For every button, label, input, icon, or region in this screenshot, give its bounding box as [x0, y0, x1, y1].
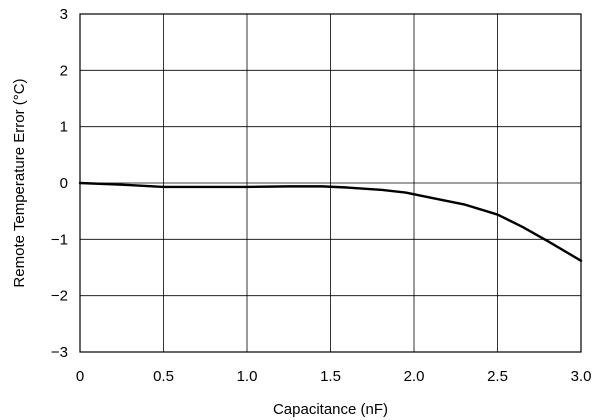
x-axis-label: Capacitance (nF) [273, 401, 388, 418]
x-tick-label: 0 [76, 368, 84, 385]
y-tick-label: 1 [60, 119, 68, 136]
y-tick-label: −2 [51, 288, 68, 305]
x-tick-label: 1.0 [237, 368, 258, 385]
x-tick-label: 3.0 [571, 368, 592, 385]
x-tick-label: 0.5 [153, 368, 174, 385]
x-axis-tick-labels: 0 0.5 1.0 1.5 2.0 2.5 3.0 [76, 368, 592, 385]
y-tick-label: 3 [60, 6, 68, 23]
y-axis-label: Remote Temperature Error (°C) [11, 78, 28, 287]
x-tick-label: 1.5 [320, 368, 341, 385]
series-line [78, 181, 583, 262]
y-tick-label: 2 [60, 62, 68, 79]
y-tick-label: 0 [60, 175, 68, 192]
x-tick-label: 2.0 [404, 368, 425, 385]
series-layer [78, 181, 583, 262]
y-tick-label: −1 [51, 231, 68, 248]
x-tick-label: 2.5 [487, 368, 508, 385]
y-tick-label: −3 [51, 344, 68, 361]
y-axis-tick-labels: 3 2 1 0 −1 −2 −3 [51, 6, 68, 361]
grid [80, 14, 581, 352]
